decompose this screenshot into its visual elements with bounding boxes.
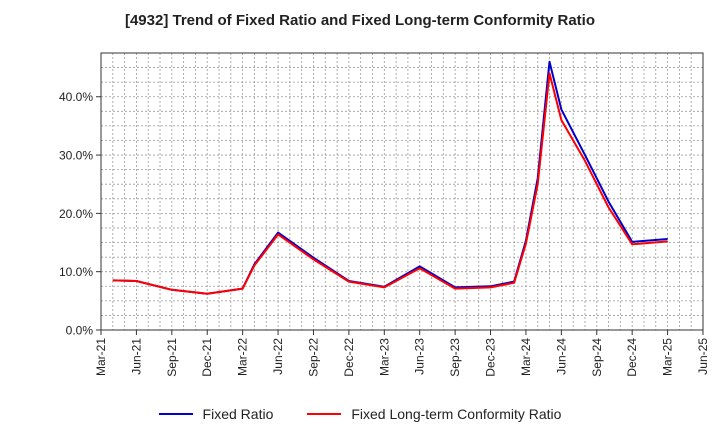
grid-lines: [100, 53, 704, 330]
x-tick-label: Mar-25: [661, 338, 675, 376]
x-tick-label: Sep-22: [306, 338, 320, 377]
x-tick-label: Dec-22: [342, 338, 356, 377]
x-tick-label: Dec-24: [625, 338, 639, 377]
x-tick-label: Sep-24: [590, 338, 604, 377]
legend: Fixed Ratio Fixed Long-term Conformity R…: [0, 406, 720, 422]
x-tick-label: Jun-24: [554, 338, 568, 375]
y-tick-label: 0.0%: [66, 324, 94, 338]
legend-item-fixed-long-term-conformity-ratio: Fixed Long-term Conformity Ratio: [307, 406, 561, 422]
x-tick-label: Jun-22: [271, 338, 285, 375]
x-tick-label: Dec-21: [200, 338, 214, 377]
x-tick-label: Mar-21: [94, 338, 108, 376]
plot-frame: [100, 52, 704, 331]
x-tick-label: Sep-23: [448, 338, 462, 377]
axes: [96, 52, 704, 335]
legend-swatch-fixed-long-term-conformity-ratio: [307, 413, 342, 415]
legend-label-fixed-ratio: Fixed Ratio: [202, 406, 274, 422]
x-tick-label: Mar-24: [519, 338, 533, 376]
y-tick-label: 20.0%: [59, 207, 93, 221]
x-tick-label: Mar-22: [236, 338, 250, 376]
legend-swatch-fixed-ratio: [158, 413, 193, 415]
x-tick-label: Jun-25: [696, 338, 710, 375]
legend-label-fixed-long-term-conformity-ratio: Fixed Long-term Conformity Ratio: [351, 406, 562, 422]
x-tick-label: Sep-21: [165, 338, 179, 377]
series-lines: [112, 60, 668, 295]
x-tick-label: Jun-21: [129, 338, 143, 375]
x-tick-label: Mar-23: [377, 338, 391, 376]
legend-item-fixed-ratio: Fixed Ratio: [158, 406, 274, 422]
x-tick-label: Jun-23: [413, 338, 427, 375]
tick-labels: 0.0% 10.0% 20.0% 30.0% 40.0% Mar-21 Jun-21 Sep-…: [59, 90, 710, 376]
plot-background: [101, 53, 703, 330]
x-tick-label: Dec-23: [484, 338, 498, 377]
y-tick-label: 40.0%: [59, 90, 93, 104]
y-tick-label: 30.0%: [59, 149, 93, 163]
y-tick-label: 10.0%: [59, 265, 93, 279]
chart-title: [4932] Trend of Fixed Ratio and Fixed Lo…: [124, 12, 596, 29]
series-line-fixed-long-term-conformity-ratio: [112, 72, 668, 295]
